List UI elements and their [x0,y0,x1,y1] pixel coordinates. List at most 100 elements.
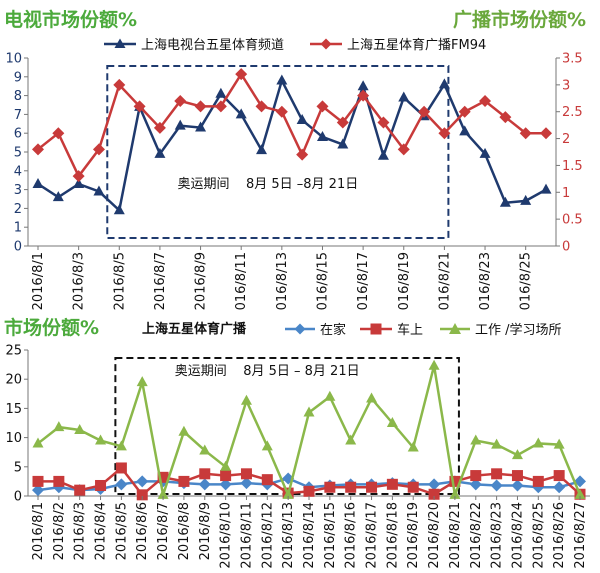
data-point [261,440,273,451]
data-point [303,406,315,417]
data-point [336,116,349,129]
legend-fm94-marker [320,38,332,50]
x-tick-label: 2016/8/13 [275,252,290,310]
x-tick-label: 2016/8/7 [153,252,168,310]
data-point [32,143,44,156]
fm94-series [32,68,552,183]
y-left-tick-label: 3 [14,183,22,198]
data-point [219,478,232,491]
x-tick-label: 2016/8/21 [437,252,452,310]
y-tick-label: 5 [14,460,22,475]
x-tick-label: 2016/8/8 [177,502,192,560]
data-point [174,119,186,130]
data-point [195,121,207,132]
data-point [499,111,512,124]
x-tick-label: 2016/8/3 [72,252,87,310]
data-point [469,478,482,491]
data-point [154,147,166,158]
data-point [74,424,86,435]
x-tick-label: 2016/8/14 [302,502,317,569]
data-point [93,185,105,196]
x-tick-label: 2016/8/13 [281,502,296,569]
x-tick-label: 2016/8/10 [219,502,234,569]
x-tick-label: 2016/8/9 [198,502,213,560]
data-point [345,481,357,493]
car-series [32,462,586,501]
data-point [198,478,211,491]
data-point [316,130,328,141]
data-point [136,475,149,488]
data-point [157,471,169,483]
data-point [157,488,169,499]
data-point [296,148,309,161]
data-point [553,438,565,449]
data-point [428,478,441,491]
data-point [113,78,126,91]
x-tick-label: 2016/8/23 [478,252,493,310]
data-point [540,183,552,194]
x-tick-label: 2016/8/19 [397,252,412,310]
data-point [296,114,308,125]
data-point [240,468,252,480]
data-point [32,475,44,487]
data-point [32,437,44,448]
data-point [490,479,503,492]
data-point [499,196,511,207]
data-point [199,468,211,480]
data-point [136,489,148,501]
data-point [240,394,252,405]
data-point [479,94,492,107]
data-point [115,440,127,451]
legend-home-marker [294,323,306,335]
legend-car-marker [370,323,382,335]
olympics-period-label-1: 奥运期间 8月 5日 –8月 21日 [177,177,358,192]
x-tick-label: 2016/8/15 [315,252,330,310]
x-tick-label: 2016/8/23 [490,502,505,569]
olympics-period-label-2: 奥运期间 8月 5日 – 8月 21日 [175,364,360,379]
data-point [397,143,410,156]
x-tick-label: 2016/8/11 [239,502,254,569]
data-point [532,475,544,487]
y-left-tick-label: 2 [14,202,22,217]
data-point [316,100,329,113]
x-tick-label: 2016/8/25 [519,252,534,310]
data-point [324,390,336,401]
data-point [470,470,482,482]
data-point [235,108,247,119]
data-point [345,434,357,445]
radio-share-title: 广播市场份额% [453,8,586,31]
y-right-tick-label: 1.5 [562,159,583,174]
data-point [574,488,586,499]
x-tick-label: 2016/8/9 [194,252,209,310]
y-right-tick-label: 1 [562,186,570,201]
data-point [386,478,398,490]
data-point [511,449,523,460]
data-point [532,437,544,448]
data-point [458,105,471,118]
x-tick-label: 2016/8/16 [344,502,359,569]
data-point [199,444,211,455]
data-point [470,434,482,445]
data-point [95,479,107,491]
y-left-tick-label: 4 [14,164,22,179]
data-point [282,488,294,499]
y-tick-label: 20 [5,373,22,388]
data-point [53,421,65,432]
x-tick-label: 2016/8/6 [135,502,150,560]
data-point [115,462,127,474]
data-point [136,376,148,387]
x-tick-label: 2016/8/19 [406,502,421,569]
data-point [276,74,288,85]
data-point [174,94,187,107]
x-tick-label: 2016/8/1 [31,252,46,310]
data-point [366,392,378,403]
data-point [428,488,440,500]
x-tick-label: 2016/8/5 [112,252,127,310]
legend-work-marker [449,323,461,334]
data-point [407,441,419,452]
y-tick-label: 25 [5,344,22,359]
legend-work-label: 工作 /学习场所 [475,322,562,338]
x-tick-label: 2016/8/22 [469,502,484,569]
x-tick-label: 2016/8/15 [323,502,338,569]
series-line [37,77,547,213]
